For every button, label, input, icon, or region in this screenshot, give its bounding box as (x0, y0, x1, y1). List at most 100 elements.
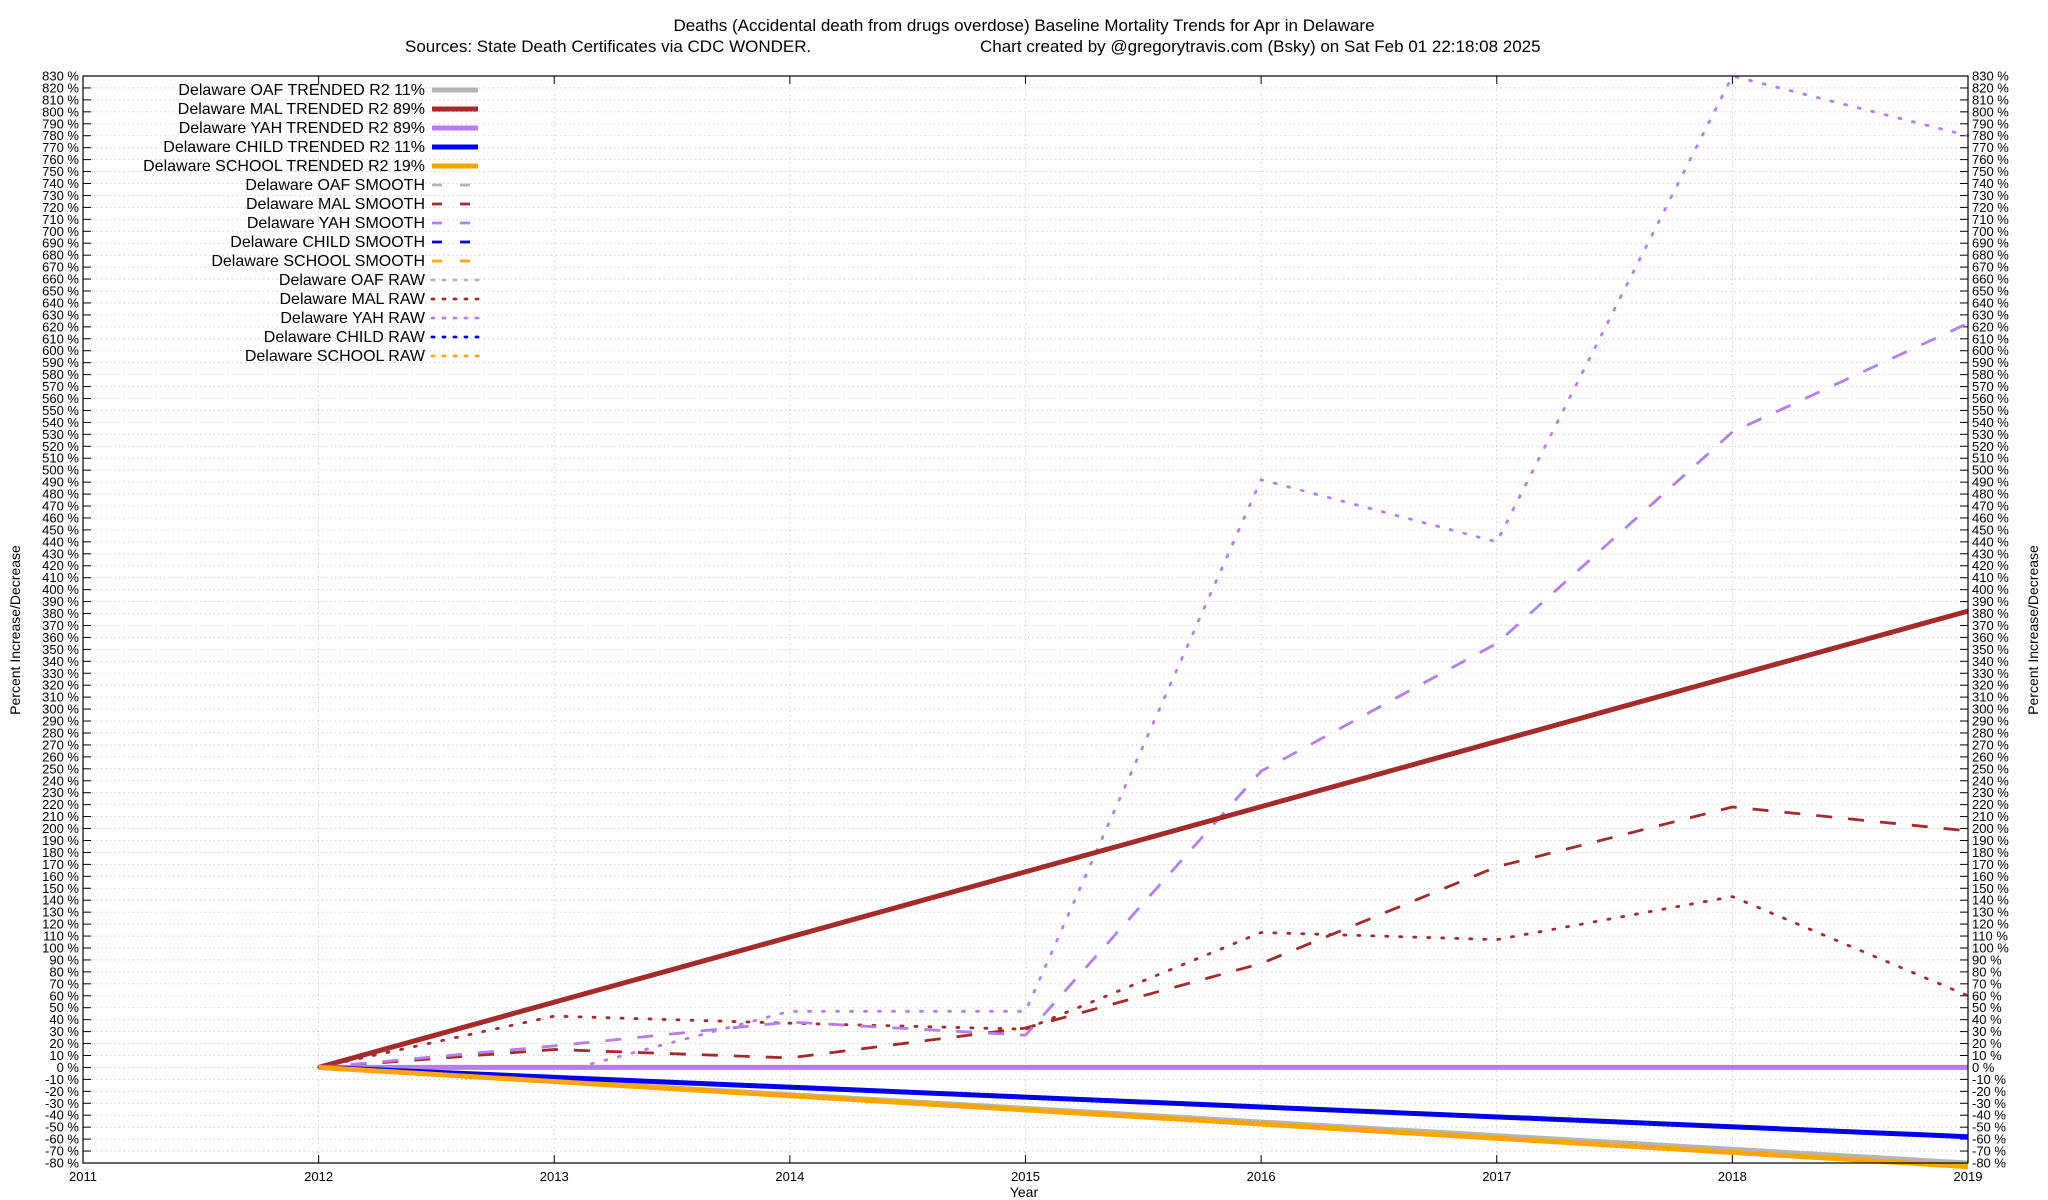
y-tick-label-left: 500 % (42, 463, 79, 478)
y-tick-label-right: 90 % (1972, 952, 2002, 967)
y-tick-label-left: 750 % (42, 164, 79, 179)
y-tick-label-right: -30 % (1972, 1096, 2006, 1111)
y-tick-label-left: 730 % (42, 188, 79, 203)
y-tick-label-right: 360 % (1972, 630, 2009, 645)
y-tick-label-right: 630 % (1972, 307, 2009, 322)
y-tick-label-right: 40 % (1972, 1012, 2002, 1027)
y-tick-label-left: 350 % (42, 642, 79, 657)
y-tick-label-left: 650 % (42, 284, 79, 299)
y-tick-label-left: 690 % (42, 236, 79, 251)
y-tick-label-right: 160 % (1972, 869, 2009, 884)
y-tick-label-right: 120 % (1972, 917, 2009, 932)
y-tick-label-left: 300 % (42, 702, 79, 717)
y-tick-label-right: 440 % (1972, 534, 2009, 549)
y-tick-label-left: 240 % (42, 773, 79, 788)
y-tick-label-right: 170 % (1972, 857, 2009, 872)
y-tick-label-left: 560 % (42, 391, 79, 406)
y-tick-label-right: 210 % (1972, 809, 2009, 824)
y-tick-label-right: -80 % (1972, 1156, 2006, 1171)
y-tick-label-right: 600 % (1972, 343, 2009, 358)
y-tick-label-left: 410 % (42, 570, 79, 585)
y-tick-label-right: 790 % (1972, 116, 2009, 131)
y-tick-label-right: 140 % (1972, 893, 2009, 908)
y-tick-label-right: 390 % (1972, 594, 2009, 609)
plot-frame (82, 75, 1969, 1164)
y-tick-label-right: 260 % (1972, 749, 2009, 764)
y-tick-label-right: 640 % (1972, 295, 2009, 310)
y-tick-label-left: 820 % (42, 80, 79, 95)
series-line-11 (317, 895, 1970, 1069)
y-tick-label-right: 50 % (1972, 1000, 2002, 1015)
series-line-6 (318, 805, 1969, 1069)
x-tick-label: 2011 (69, 1169, 97, 1184)
legend-label-11: Delaware MAL RAW (279, 291, 425, 308)
y-tick-label-right: 590 % (1972, 355, 2009, 370)
y-tick-label-right: 740 % (1972, 176, 2009, 191)
y-tick-label-right: 100 % (1972, 940, 2009, 955)
y-tick-label-right: 270 % (1972, 737, 2009, 752)
y-tick-label-left: 0 % (57, 1060, 80, 1075)
y-tick-label-left: 270 % (42, 737, 79, 752)
legend-label-0: Delaware OAF TRENDED R2 11% (178, 82, 425, 99)
y-tick-label-right: 750 % (1972, 164, 2009, 179)
y-tick-label-left: 480 % (42, 487, 79, 502)
y-tick-label-right: 180 % (1972, 845, 2009, 860)
y-tick-label-right: 770 % (1972, 140, 2009, 155)
y-tick-label-left: 260 % (42, 749, 79, 764)
y-tick-label-right: 710 % (1972, 212, 2009, 227)
y-tick-label-left: 100 % (42, 940, 79, 955)
y-tick-label-left: 130 % (42, 905, 79, 920)
y-tick-label-left: 660 % (42, 272, 79, 287)
y-tick-label-left: 50 % (49, 1000, 79, 1015)
y-tick-label-left: 800 % (42, 104, 79, 119)
y-tick-label-left: 490 % (42, 475, 79, 490)
y-tick-label-left: 280 % (42, 725, 79, 740)
y-tick-label-left: -80 % (45, 1156, 79, 1171)
y-tick-label-left: 590 % (42, 355, 79, 370)
y-tick-label-left: 230 % (42, 785, 79, 800)
legend-label-8: Delaware CHILD SMOOTH (230, 234, 425, 251)
y-tick-label-left: 170 % (42, 857, 79, 872)
y-tick-label-left: 370 % (42, 618, 79, 633)
y-tick-label-right: 60 % (1972, 988, 2002, 1003)
y-tick-label-right: 500 % (1972, 463, 2009, 478)
y-tick-label-right: 220 % (1972, 797, 2009, 812)
y-tick-label-left: 310 % (42, 690, 79, 705)
y-tick-label-right: 610 % (1972, 331, 2009, 346)
y-tick-label-left: -40 % (45, 1108, 79, 1123)
y-tick-label-right: -20 % (1972, 1084, 2006, 1099)
y-tick-label-right: 370 % (1972, 618, 2009, 633)
y-tick-label-left: 290 % (42, 714, 79, 729)
y-axis-label-left: Percent Increase/Decrease (7, 545, 23, 715)
y-tick-label-left: 180 % (42, 845, 79, 860)
x-tick-label: 2017 (1482, 1169, 1511, 1184)
y-tick-label-left: 540 % (42, 415, 79, 430)
chart-subtitle-sources: Sources: State Death Certificates via CD… (405, 37, 811, 56)
y-tick-label-left: 140 % (42, 893, 79, 908)
y-tick-label-right: 200 % (1972, 821, 2009, 836)
y-tick-label-left: 740 % (42, 176, 79, 191)
y-tick-label-left: 570 % (42, 379, 79, 394)
y-tick-label-right: 310 % (1972, 690, 2009, 705)
y-tick-label-right: 70 % (1972, 976, 2002, 991)
y-axis-label-right: Percent Increase/Decrease (2025, 545, 2041, 715)
legend-label-14: Delaware SCHOOL RAW (245, 348, 426, 365)
y-tick-label-left: 440 % (42, 534, 79, 549)
y-tick-label-right: 80 % (1972, 964, 2002, 979)
y-tick-label-left: 780 % (42, 128, 79, 143)
y-tick-label-left: 220 % (42, 797, 79, 812)
x-tick-label: 2018 (1718, 1169, 1747, 1184)
legend: Delaware OAF TRENDED R2 11% Delaware MAL … (143, 82, 480, 365)
y-tick-label-right: 670 % (1972, 260, 2009, 275)
y-tick-label-right: 10 % (1972, 1048, 2002, 1063)
y-tick-label-left: 320 % (42, 678, 79, 693)
y-tick-label-right: 830 % (1972, 69, 2009, 84)
y-tick-label-left: 760 % (42, 152, 79, 167)
y-tick-label-left: -60 % (45, 1132, 79, 1147)
y-tick-label-right: 430 % (1972, 546, 2009, 561)
y-tick-label-left: 120 % (42, 917, 79, 932)
y-tick-label-right: -40 % (1972, 1108, 2006, 1123)
y-tick-label-right: 480 % (1972, 487, 2009, 502)
y-tick-label-right: 690 % (1972, 236, 2009, 251)
